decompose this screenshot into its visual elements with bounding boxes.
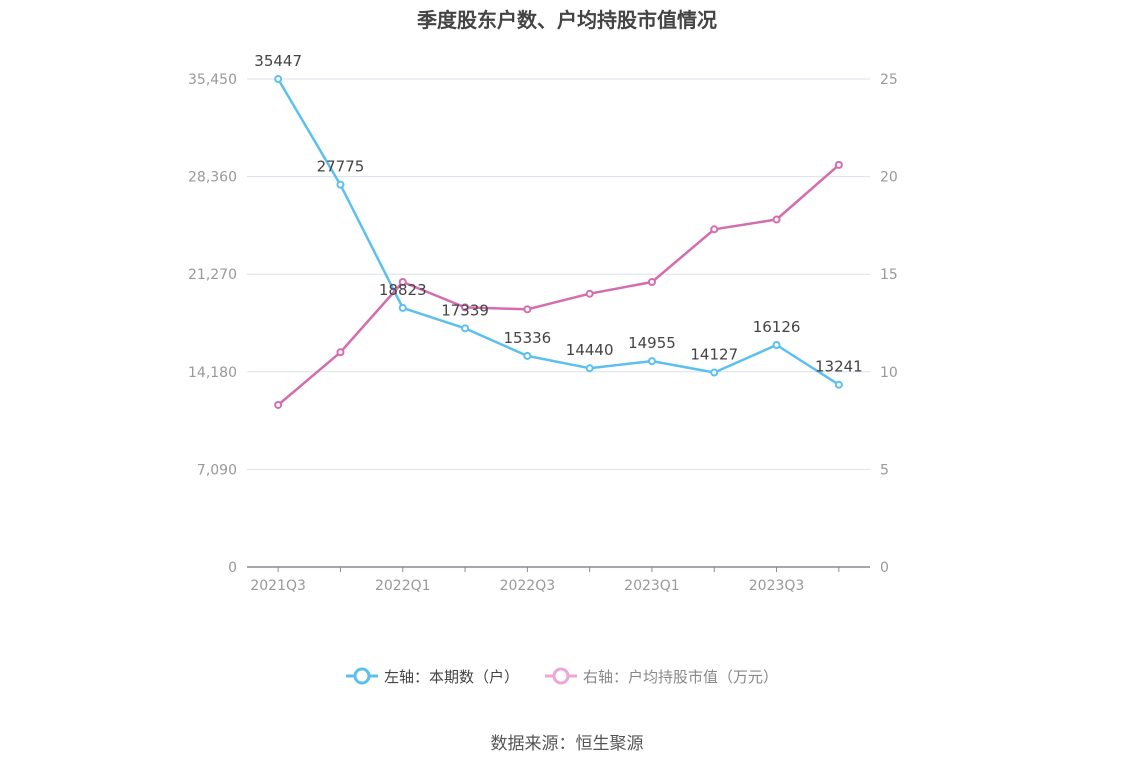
data-point-avg-holding-value [710, 225, 719, 234]
legend-line-marker-icon [545, 667, 577, 685]
data-label: 35447 [254, 52, 302, 70]
data-point-avg-holding-value [772, 215, 781, 224]
y-left-tick-label: 21,270 [188, 267, 237, 283]
y-left-tick-label: 14,180 [188, 365, 237, 381]
data-point-avg-holding-value [461, 303, 470, 312]
data-point-shareholders [834, 380, 843, 389]
data-point-avg-holding-value [585, 289, 594, 298]
axes: 0 0 7,090 5 14,180 10 21,270 15 28,360 20 35,450 25… [188, 72, 898, 594]
y-left-tick-label: 35,450 [188, 72, 237, 88]
y-right-tick-label: 15 [880, 267, 898, 283]
data-label: 14955 [628, 334, 676, 352]
data-label: 27775 [317, 158, 365, 176]
data-point-avg-holding-value [834, 160, 843, 169]
data-label: 17339 [441, 301, 489, 319]
data-point-avg-holding-value [274, 400, 283, 409]
legend-label-right-series: 右轴：户均持股市值（万元） [583, 667, 779, 686]
data-label: 13241 [815, 358, 863, 376]
data-label: 16126 [753, 318, 801, 336]
data-label: 18823 [379, 281, 427, 299]
x-tick-label: 2023Q3 [749, 578, 805, 594]
data-point-shareholders [585, 364, 594, 373]
data-point-shareholders [461, 324, 470, 333]
data-label: 15336 [503, 329, 551, 347]
data-points [274, 75, 843, 409]
data-point-shareholders [274, 75, 283, 84]
y-right-tick-label: 10 [880, 365, 898, 381]
legend-label-left-series: 左轴：本期数（户） [384, 667, 520, 686]
series-line-shareholders [277, 78, 840, 386]
data-point-shareholders [523, 351, 532, 360]
y-left-tick-label: 0 [228, 560, 237, 576]
grid-lines [247, 78, 870, 470]
x-tick-label: 2021Q3 [250, 578, 306, 594]
data-point-shareholders [398, 303, 407, 312]
y-right-tick-label: 20 [880, 170, 898, 186]
data-point-shareholders [772, 341, 781, 350]
source-note: 数据来源：恒生聚源 [490, 734, 644, 754]
data-point-avg-holding-value [647, 278, 656, 287]
data-point-shareholders [710, 368, 719, 377]
data-labels: 35447 27775 18823 17339 15336 14440 14955 14127… [254, 52, 862, 376]
y-right-tick-label: 5 [880, 462, 889, 478]
data-point-avg-holding-value [336, 348, 345, 357]
x-tick-label: 2022Q3 [500, 578, 556, 594]
series-lines [277, 78, 840, 406]
y-right-tick-label: 25 [880, 72, 898, 88]
y-left-tick-label: 7,090 [197, 462, 237, 478]
x-tick-label: 2023Q1 [624, 578, 680, 594]
x-tick-label: 2022Q1 [375, 578, 431, 594]
chart-title: 季度股东户数、户均持股市值情况 [417, 8, 717, 32]
y-right-tick-label: 0 [880, 560, 889, 576]
data-label: 14127 [690, 346, 738, 364]
legend-item-right-series[interactable]: 右轴：户均持股市值（万元） [543, 664, 778, 688]
data-label: 14440 [566, 341, 614, 359]
y-left-tick-label: 28,360 [188, 170, 237, 186]
data-point-shareholders [647, 357, 656, 366]
data-point-shareholders [336, 180, 345, 189]
data-point-avg-holding-value [398, 278, 407, 287]
data-point-avg-holding-value [523, 305, 532, 314]
legend-item-left-series[interactable]: 左轴：本期数（户） [344, 664, 519, 688]
legend-line-marker-icon [346, 667, 378, 685]
series-line-avg-holding-value [277, 163, 840, 406]
